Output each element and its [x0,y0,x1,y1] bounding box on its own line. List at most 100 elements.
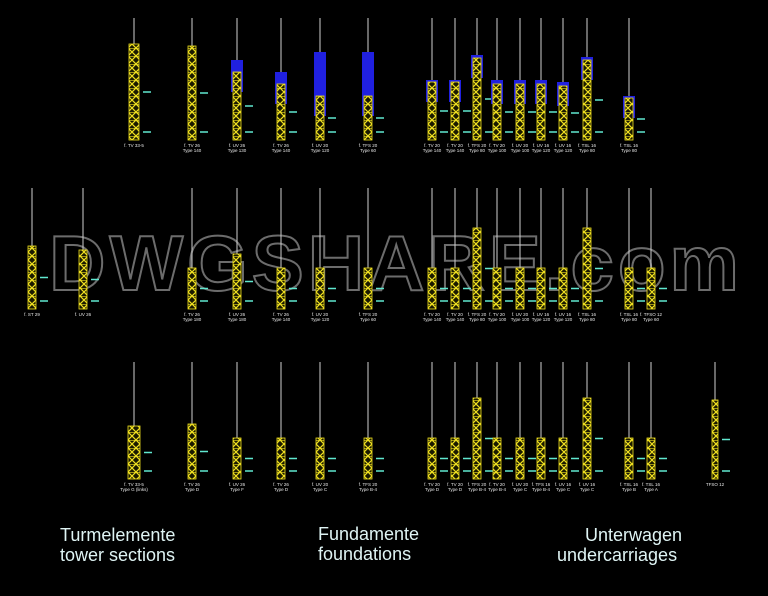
tower-label: Type 80 [469,148,486,153]
tower-label: f. UV 20 [512,482,529,487]
tower-label: f. UV 20 [312,482,329,487]
tower-label: Type 100 [488,317,507,322]
tower-label: f. TFS 20 [468,312,487,317]
tower-label: f. TSL 16 [620,312,639,317]
tower-label: Type D [185,487,200,492]
tower-label: f. UV 26 [229,482,246,487]
tower-section [646,267,656,310]
tower-label: Type B-4 [468,487,487,492]
tower-label: Type 60 [360,317,377,322]
tower-label: f. TFS 20 [468,482,487,487]
tower-label: Type 140 [446,148,465,153]
tower-label: f. TV 20 [424,312,440,317]
tower-label: f. TV 20 [424,482,440,487]
tower-section [472,397,482,480]
tower-label: f. TV 26 [273,312,289,317]
tower-label: f. TFS 20 [359,143,378,148]
tower-section [624,97,634,141]
tower-section [492,267,502,310]
tower-label: f. TV 33-5 [124,143,144,148]
tower-label: f. TFS 20 [359,312,378,317]
tower-label: f. UV 20 [512,143,529,148]
tower-section [492,83,502,141]
tower-label: Type C [556,487,571,492]
tower-section [232,71,242,141]
tower-label: Type C [580,487,595,492]
tower-label: f. UV 16 [555,482,572,487]
tower-label: f. TFS 20 [468,143,487,148]
tower-label: f. TSL 16 [642,482,661,487]
tower-label: Type D [425,487,440,492]
tower-section [427,267,437,310]
tower-label: Type 120 [554,148,573,153]
tower-section [127,425,141,480]
tower-label: Type 140 [423,317,442,322]
tower-section [315,95,325,141]
tower-section [515,267,525,310]
tower-section [711,399,719,480]
tower-label: Type 120 [532,148,551,153]
tower-section [363,437,373,480]
tower-label: Type 120 [311,148,330,153]
tower-section [582,227,592,310]
tower-label: f. UV 16 [555,143,572,148]
watermark: DWGSHARE.com [49,219,743,307]
tower-label: Type 140 [423,148,442,153]
tower-label: Type 140 [446,317,465,322]
tower-label: f. UV 16 [533,143,550,148]
tower-label: f. TSL 16 [578,312,597,317]
tower-label: f. UV 20 [512,312,529,317]
tower-section [187,267,197,310]
tower-label: f. UV 16 [579,482,596,487]
tower-label: f. TV 20 [489,143,505,148]
tower-section [187,423,197,480]
tower-label: f. TV 26 [273,482,289,487]
tower-label: Type 140 [272,148,291,153]
tower-label: f. UV 16 [555,312,572,317]
tower-label: f. TV 26 [184,143,200,148]
tower-label: f. UV 20 [312,143,329,148]
tower-label: f. TV 26 [184,312,200,317]
tower-section [276,437,286,480]
tower-section [232,253,242,310]
tower-section [558,85,568,141]
tower-label: f. TSL 16 [578,143,597,148]
tower-section [450,267,460,310]
tower-label: Type C [313,487,328,492]
tower-section [232,437,242,480]
tower-label: Type 130 [228,148,247,153]
tower-label: f. TFSO 12 [640,312,662,317]
tower-section [582,397,592,480]
tower-label: f. UV 26 [229,143,246,148]
tower-label: f. TV 20 [489,312,505,317]
section-title: Unterwagen [585,525,682,545]
tower-label: f. TV 33-5 [124,482,144,487]
tower-section [515,437,525,480]
tower-label: f. TV 20 [447,143,463,148]
tower-label: Type 80 [579,317,596,322]
tower-label: f. TV 20 [489,482,505,487]
tower-label: Type 80 [469,317,486,322]
tower-label: f. TV 26 [273,143,289,148]
tower-label: f. TFS 20 [359,482,378,487]
tower-section [363,95,373,141]
tower-section [558,267,568,310]
tower-section [27,245,37,310]
tower-label: Type D [274,487,289,492]
tower-label: f. UV 26 [75,312,92,317]
tower-label: Type 180 [183,317,202,322]
tower-label: Type 120 [311,317,330,322]
tower-label: f. UV 26 [229,312,246,317]
tower-label: Type F [230,487,244,492]
tower-label: f. TFS 16 [532,482,551,487]
tower-label: f. TV 20 [447,482,463,487]
section-title: Turmelemente [60,525,175,545]
section-subtitle: undercarriages [557,545,677,565]
tower-label: Type B [622,487,636,492]
tower-section [646,437,656,480]
tower-section [315,437,325,480]
tower-section [536,437,546,480]
tower-label: Type B-4 [488,487,507,492]
